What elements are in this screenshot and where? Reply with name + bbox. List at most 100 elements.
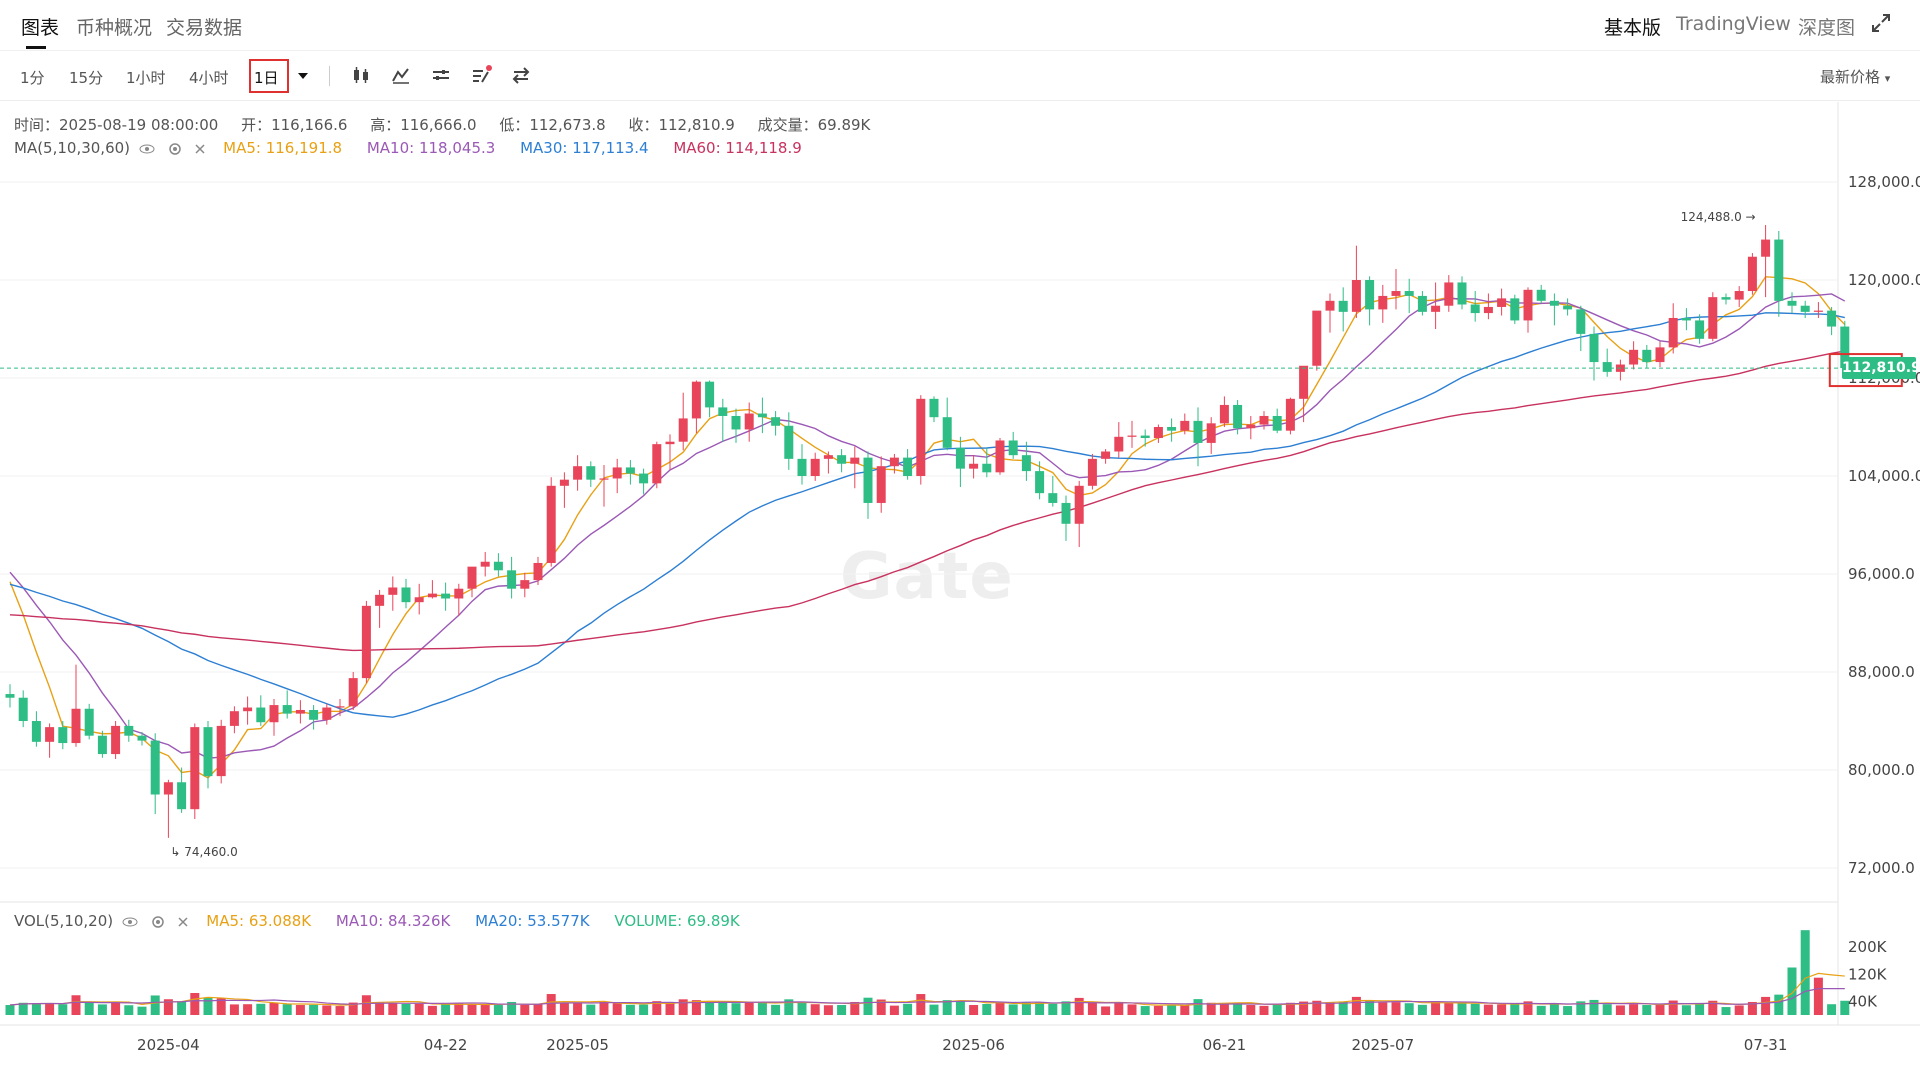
interval-1d-highlight xyxy=(249,59,289,93)
candle-body xyxy=(1497,298,1507,307)
candle-body xyxy=(625,467,635,474)
tab-tradingview[interactable]: TradingView xyxy=(1676,13,1791,35)
candle-body xyxy=(269,705,279,723)
reset-icon[interactable] xyxy=(510,64,532,86)
candle xyxy=(1602,348,1612,377)
candle-body xyxy=(784,425,794,459)
close-icon[interactable] xyxy=(194,143,206,155)
eye-icon[interactable] xyxy=(122,915,138,929)
candlestick-type-icon[interactable] xyxy=(350,64,372,86)
candle-body xyxy=(850,457,860,464)
volume-bar xyxy=(797,1002,807,1015)
volume-bar xyxy=(1615,1005,1625,1015)
indicator-icon[interactable] xyxy=(390,64,412,86)
candle xyxy=(1510,294,1520,325)
interval-1h[interactable]: 1小时 xyxy=(126,69,166,87)
candle xyxy=(1457,276,1467,310)
candle xyxy=(322,703,332,725)
candle xyxy=(837,449,847,473)
candle-body xyxy=(520,580,530,589)
candle xyxy=(1008,431,1018,459)
volume-bar xyxy=(1193,999,1203,1015)
tab-chart[interactable]: 图表 xyxy=(21,17,60,39)
gear-icon[interactable] xyxy=(151,915,165,929)
candle xyxy=(1299,365,1309,423)
candle-body xyxy=(1404,291,1414,296)
volume-bar xyxy=(1774,994,1784,1015)
candle xyxy=(441,582,451,611)
candle-body xyxy=(546,485,556,563)
candle-body xyxy=(731,415,741,430)
eye-icon[interactable] xyxy=(139,142,155,156)
fullscreen-icon[interactable] xyxy=(1870,12,1892,34)
candle-body xyxy=(1140,435,1150,439)
candle xyxy=(401,578,411,609)
close-icon[interactable] xyxy=(177,916,189,928)
candle xyxy=(1642,344,1652,369)
candle xyxy=(1576,305,1586,352)
gear-icon[interactable] xyxy=(168,142,182,156)
candle-body xyxy=(203,727,213,777)
candle-body xyxy=(1325,300,1335,311)
candle-body xyxy=(124,725,134,736)
candle-body xyxy=(190,727,200,810)
tab-depth-chart[interactable]: 深度图 xyxy=(1798,17,1856,39)
volume-bar xyxy=(1246,1005,1256,1015)
candle xyxy=(850,446,860,489)
candle xyxy=(1549,293,1559,326)
volume-bar xyxy=(269,1002,279,1015)
volume-bar xyxy=(1417,1004,1427,1015)
candle-body xyxy=(1219,404,1229,424)
tab-overview[interactable]: 币种概况 xyxy=(76,17,153,39)
candle-body xyxy=(612,467,622,479)
info-open: 开：116,166.6 xyxy=(241,116,348,134)
candle-body xyxy=(1827,310,1837,327)
settings-sliders-icon[interactable] xyxy=(430,64,452,86)
candle xyxy=(84,703,94,740)
interval-4h[interactable]: 4小时 xyxy=(189,69,229,87)
candle xyxy=(1563,298,1573,316)
candle xyxy=(190,723,200,819)
volume-bar xyxy=(1074,997,1084,1015)
ma30-line xyxy=(9,312,1845,718)
tab-trading-data[interactable]: 交易数据 xyxy=(166,17,243,39)
candle-body xyxy=(1417,295,1427,312)
candle xyxy=(1431,282,1441,329)
volume-bar xyxy=(1153,1005,1163,1015)
volume-bar xyxy=(507,1001,517,1015)
volume-bar xyxy=(454,1003,464,1015)
candle-body xyxy=(1576,309,1586,334)
candle-body xyxy=(1536,289,1546,301)
interval-1d[interactable]: 1日 xyxy=(254,69,279,87)
price-type-selector[interactable]: 最新价格 ▾ xyxy=(1820,66,1890,87)
candle xyxy=(1734,286,1744,307)
volume-bar xyxy=(665,1002,675,1015)
interval-1m[interactable]: 1分 xyxy=(20,69,45,87)
candle xyxy=(1629,341,1639,370)
candle xyxy=(705,380,715,418)
volume-bar xyxy=(1378,1002,1388,1015)
volume-bar xyxy=(427,1005,437,1015)
drawing-tools-icon[interactable] xyxy=(470,64,492,86)
toolbar-divider xyxy=(329,66,330,86)
chevron-down-icon[interactable] xyxy=(292,64,314,86)
interval-15m[interactable]: 15分 xyxy=(69,69,104,87)
candle xyxy=(243,696,253,725)
volume-bar xyxy=(599,1001,609,1015)
price-type-label: 最新价格 xyxy=(1820,68,1881,86)
tab-basic[interactable]: 基本版 xyxy=(1604,17,1662,39)
candle xyxy=(1787,292,1797,314)
volume-bar xyxy=(889,1005,899,1015)
volume-bar xyxy=(309,1004,319,1015)
volume-bar xyxy=(1563,1006,1573,1015)
candle-body xyxy=(1747,256,1757,292)
candle xyxy=(586,461,596,488)
candle xyxy=(1747,253,1757,295)
volume-bar xyxy=(1299,1001,1309,1015)
candle-body xyxy=(1549,300,1559,306)
volume-bar xyxy=(969,1005,979,1015)
candle-body xyxy=(903,457,913,476)
volume-bar xyxy=(31,1002,41,1015)
ma60-value: MA60: 114,118.9 xyxy=(673,139,802,157)
